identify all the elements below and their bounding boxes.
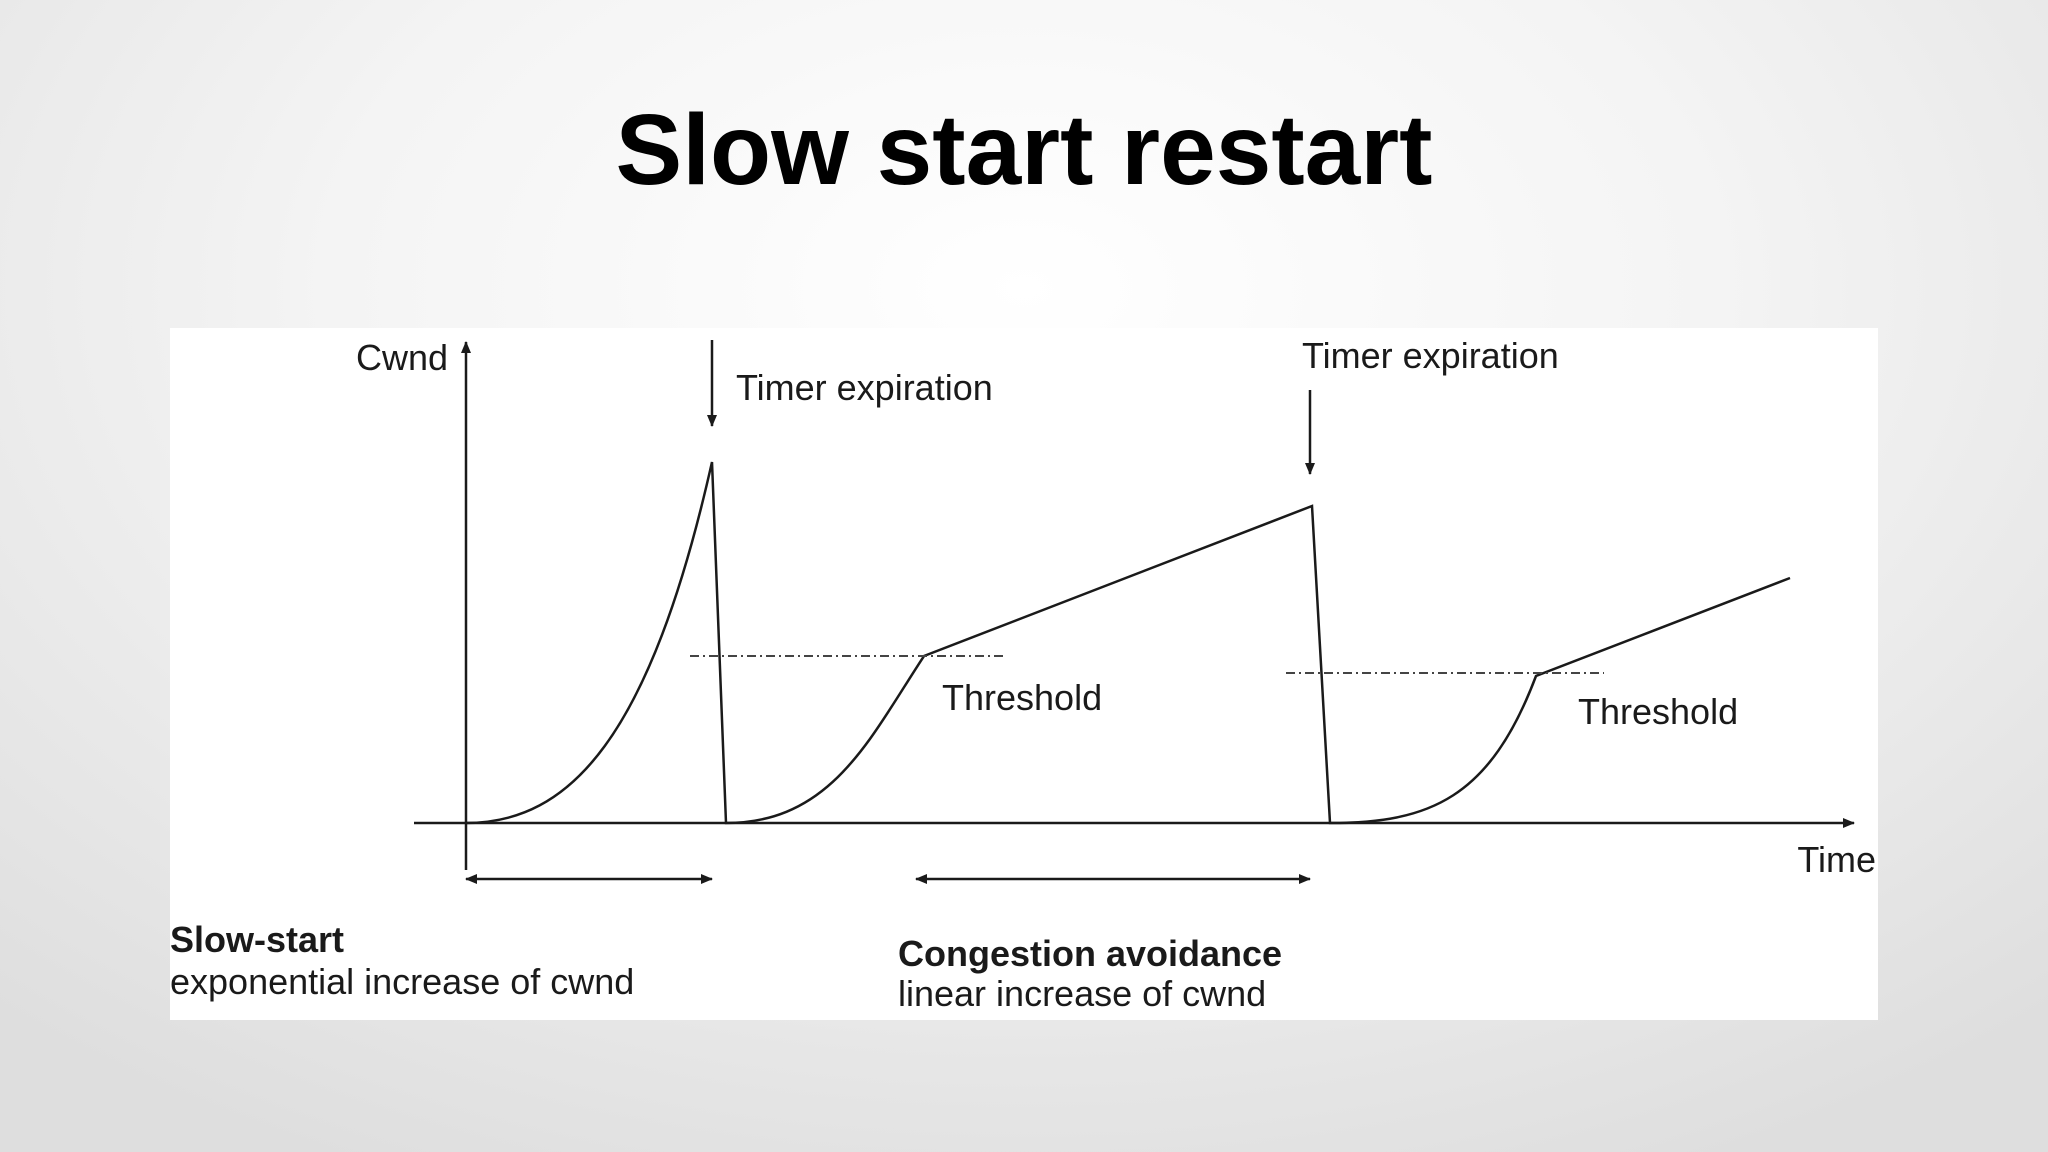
y-axis-label: Cwnd — [356, 337, 448, 378]
timer-label-2: Timer expiration — [1302, 335, 1559, 376]
threshold-label-1: Threshold — [942, 677, 1102, 718]
x-axis-label: Time — [1797, 839, 1876, 880]
cwnd-curve — [465, 461, 1791, 825]
threshold-label-2: Threshold — [1578, 691, 1738, 732]
slow-start-title: Slow-start — [170, 919, 344, 960]
diagram-panel: Cwnd Time Timer expiration Timer expirat… — [170, 328, 1878, 1020]
slow-start-restart-diagram: Cwnd Time Timer expiration Timer expirat… — [170, 335, 1876, 1014]
congestion-avoidance-title: Congestion avoidance — [898, 933, 1282, 974]
slow-start-description: exponential increase of cwnd — [170, 961, 634, 1002]
congestion-avoidance-description: linear increase of cwnd — [898, 973, 1266, 1014]
slide-title: Slow start restart — [615, 94, 1433, 206]
timer-label-1: Timer expiration — [736, 367, 993, 408]
